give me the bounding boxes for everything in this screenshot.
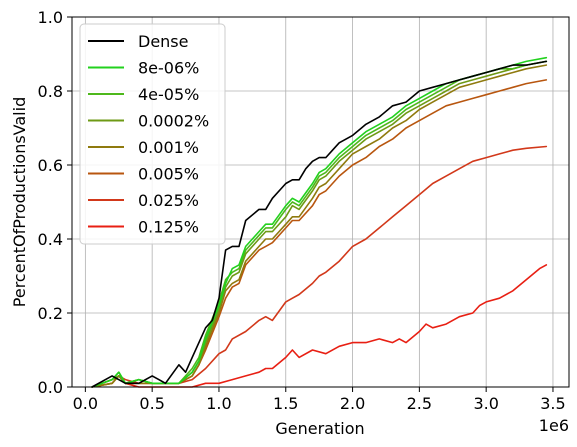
y-axis: 0.0 0.2 0.4 0.6 0.8 1.0: [38, 8, 72, 397]
legend-label: 0.001%: [138, 138, 199, 157]
x-tick-label: 1.5: [273, 394, 298, 413]
x-tick-label: 2.5: [407, 394, 432, 413]
legend-box: [79, 23, 226, 245]
legend-label: 0.005%: [138, 165, 199, 184]
y-axis-label: PercentOfProductionsValid: [10, 97, 29, 307]
y-tick-label: 0.2: [38, 304, 63, 323]
y-tick-label: 0.4: [38, 230, 63, 249]
legend-label: 4e-05%: [138, 85, 199, 104]
y-tick-label: 0.6: [38, 156, 63, 175]
y-tick-label: 0.0: [38, 378, 63, 397]
series-layer: [91, 56, 548, 388]
plot-frame: [71, 16, 570, 388]
legend-label: Dense: [138, 32, 188, 51]
x-tick-label: 1.0: [206, 394, 231, 413]
y-tick-label: 0.8: [38, 82, 63, 101]
x-tick-label: 3.0: [473, 394, 498, 413]
legend-label: 0.125%: [138, 218, 199, 237]
x-axis: 0.0 0.5 1.0 1.5 2.0 2.5 3.0 3.5: [73, 387, 566, 413]
legend-label: 8e-06%: [138, 59, 199, 78]
legend-label: 0.0002%: [138, 112, 209, 131]
x-axis-label: Generation: [275, 419, 364, 438]
y-tick-label: 1.0: [38, 8, 63, 27]
legend-label: 0.025%: [138, 191, 199, 210]
x-tick-label: 2.0: [340, 394, 365, 413]
x-axis-offset-label: 1e6: [539, 416, 569, 435]
series-line-dense: [91, 60, 548, 388]
x-tick-label: 0.0: [73, 394, 98, 413]
x-tick-label: 0.5: [139, 394, 164, 413]
x-tick-label: 3.5: [540, 394, 565, 413]
legend: Dense 8e-06% 4e-05% 0.0002% 0.001% 0.005% 0.02…: [79, 23, 226, 245]
